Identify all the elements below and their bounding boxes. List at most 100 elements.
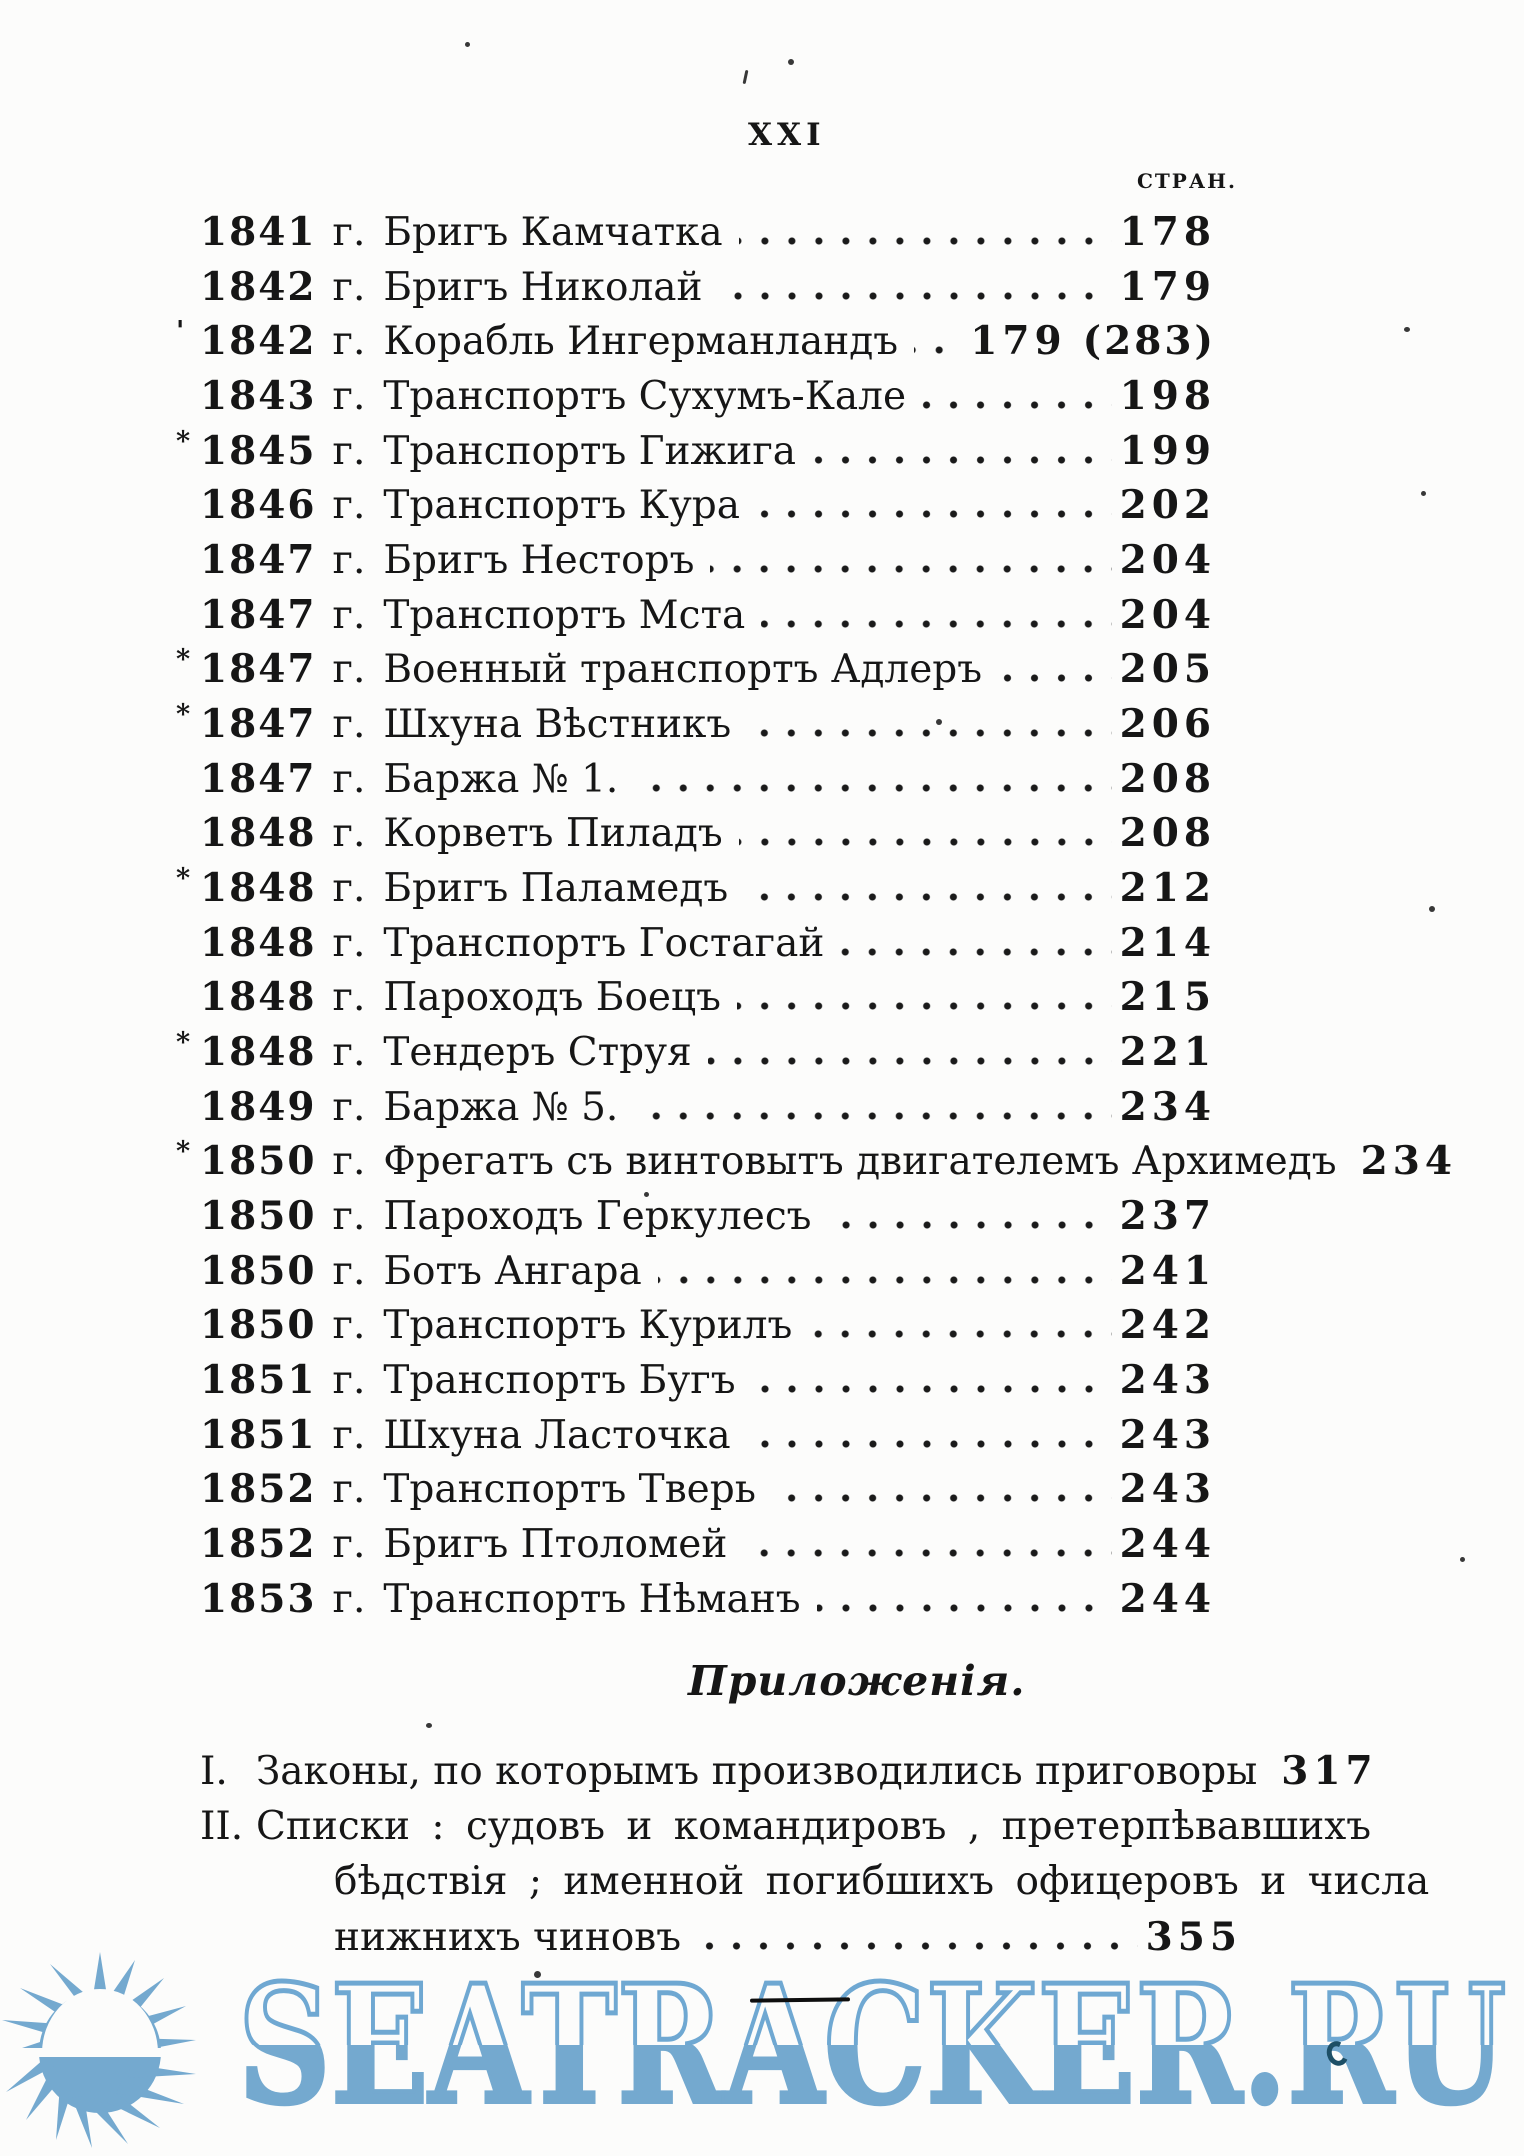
dot-leader — [738, 237, 1112, 245]
scan-speck — [644, 1192, 649, 1197]
toc-list: 1841 г. Бригъ Камчатка 178 1842 г. Бригъ… — [176, 205, 1452, 1626]
footnote-star: * — [176, 699, 191, 731]
appendix-page-number: 317 — [1281, 1748, 1378, 1794]
toc-row: * 1847 г. Шхуна Вѣстникъ 206 — [176, 697, 1216, 752]
toc-row: 1852 г. Транспортъ Тверь 243 — [200, 1462, 1216, 1517]
dot-leader — [746, 1439, 1112, 1448]
toc-ship-name: Транспортъ Мста — [383, 592, 746, 638]
appendix-numeral: II. — [200, 1804, 244, 1850]
toc-year-suffix: г. — [332, 920, 366, 966]
toc-ship-name: Пароходъ Боецъ — [383, 975, 721, 1021]
dot-leader — [744, 893, 1112, 902]
toc-year: 1850 — [200, 1302, 317, 1349]
toc-row: * 1848 г. Тендеръ Струя 221 — [176, 1025, 1216, 1080]
toc-row: 1847 г. Транспортъ Мста 204 — [200, 588, 1216, 643]
toc-ship-name: Бригъ Несторъ — [383, 538, 695, 584]
toc-row: * 1850 г. Фрегатъ съ винтовытъ двигателе… — [176, 1134, 1452, 1189]
toc-year: 1850 — [200, 1138, 317, 1185]
appendix-text: бѣдствія ; именной погибшихъ офицеровъ и… — [334, 1859, 1430, 1905]
toc-year: 1848 — [200, 810, 317, 857]
appendix-text: Списки : судовъ и командировъ , претерпѣ… — [256, 1804, 1372, 1850]
toc-year-suffix: г. — [332, 210, 366, 255]
toc-row: 1843 г. Транспортъ Сухумъ-Кале 198 — [200, 369, 1216, 424]
toc-page-number: 179 — [1119, 263, 1216, 310]
toc-ship-name: Транспортъ Нѣманъ — [383, 1576, 801, 1622]
toc-year-suffix: г. — [332, 483, 366, 529]
toc-year-suffix: г. — [332, 264, 366, 310]
dot-leader — [747, 729, 1112, 738]
footnote-star: * — [176, 863, 191, 895]
toc-page-number: 208 — [1119, 810, 1216, 857]
toc-row: 1842 г. Бригъ Николай 179 — [200, 260, 1216, 315]
appendix-row: II. Списки : судовъ и командировъ , прет… — [200, 1799, 1371, 1854]
toc-page-number: 244 — [1119, 1521, 1216, 1568]
page-number-roman: XXI — [748, 117, 826, 153]
toc-page-number: 206 — [1119, 701, 1216, 748]
dot-leader — [718, 291, 1112, 300]
toc-page-number: 243 — [1119, 1466, 1216, 1513]
toc-page-number: 212 — [1119, 865, 1216, 912]
toc-page-number: 178 — [1119, 209, 1216, 255]
toc-ship-name: Тендеръ Струя — [383, 1030, 692, 1076]
toc-year: 1853 — [200, 1575, 317, 1622]
toc-page-number: 234 — [1360, 1138, 1457, 1185]
toc-ship-name: Баржа № 1. — [383, 756, 619, 802]
toc-year: 1848 — [200, 1029, 317, 1076]
toc-row: 1846 г. Транспортъ Кура 202 — [200, 478, 1216, 533]
toc-year-suffix: г. — [332, 374, 366, 420]
toc-page-number: 204 — [1119, 537, 1216, 584]
appendix-row: бѣдствія ; именной погибшихъ офицеровъ и… — [200, 1854, 1429, 1909]
toc-year: 1845 — [200, 427, 317, 474]
toc-ship-name: Транспортъ Сухумъ-Кале — [383, 374, 907, 420]
toc-ship-name: Корабль Ингерманландъ — [383, 319, 899, 365]
toc-row: 1849 г. Баржа № 5. 234 — [200, 1080, 1216, 1135]
scan-speck — [936, 719, 942, 725]
toc-year-suffix: г. — [332, 592, 366, 638]
toc-year-suffix: г. — [332, 811, 366, 857]
scan-speck — [1421, 491, 1426, 496]
toc-row: 1850 г. Транспортъ Курилъ 242 — [200, 1298, 1216, 1353]
dot-leader — [743, 1549, 1112, 1558]
toc-year: 1841 — [200, 209, 317, 255]
footnote-star: ' — [176, 316, 185, 348]
dot-leader — [914, 346, 963, 355]
toc-ship-name: Корветъ Пиладъ — [383, 811, 723, 857]
toc-page-number: 214 — [1119, 919, 1216, 966]
toc-year: 1846 — [200, 482, 317, 529]
toc-year: 1851 — [200, 1411, 317, 1458]
toc-year-suffix: г. — [332, 1030, 366, 1076]
appendix-page-number: 355 — [1145, 1913, 1242, 1960]
toc-ship-name: Транспортъ Курилъ — [383, 1303, 793, 1349]
toc-year: 1849 — [200, 1083, 317, 1130]
toc-ship-name: Транспортъ Гижига — [383, 428, 797, 474]
toc-year-suffix: г. — [332, 1139, 366, 1185]
toc-year-suffix: г. — [332, 1467, 366, 1513]
toc-year-suffix: г. — [332, 1358, 366, 1404]
appendix-list: I. Законы, по которымъ производились при… — [200, 1744, 1429, 1965]
toc-ship-name: Шхуна Вѣстникъ — [383, 702, 732, 748]
toc-page-number: 208 — [1119, 755, 1216, 802]
toc-year: 1847 — [200, 755, 317, 802]
appendix-row: I. Законы, по которымъ производились при… — [200, 1744, 1373, 1799]
dot-leader — [808, 1330, 1112, 1339]
dot-leader — [812, 455, 1112, 464]
dot-leader — [707, 1057, 1112, 1066]
dot-leader — [756, 510, 1112, 519]
page-column-header: СТРАН. — [1137, 169, 1237, 193]
toc-year: 1852 — [200, 1521, 317, 1568]
toc-page-number: 237 — [1119, 1193, 1216, 1240]
toc-ship-name: Бригъ Птоломей — [383, 1522, 728, 1568]
toc-year: 1850 — [200, 1193, 317, 1240]
toc-ship-name: Баржа № 5. — [383, 1084, 619, 1130]
watermark-sun-icon — [0, 1952, 232, 2148]
toc-row: * 1847 г. Военный транспортъ Адлеръ 205 — [176, 642, 1216, 697]
scan-speck — [788, 59, 794, 65]
appendix-heading: Приложенія. — [688, 1657, 1026, 1705]
watermark-text-solid: SEATRACKER.RU — [238, 1950, 1506, 2118]
footnote-star: * — [176, 644, 191, 676]
dot-leader — [736, 1002, 1112, 1011]
toc-year: 1850 — [200, 1247, 317, 1294]
toc-year: 1847 — [200, 646, 317, 693]
toc-row: 1852 г. Бригъ Птоломей 244 — [200, 1517, 1216, 1572]
scan-speck — [1429, 906, 1435, 912]
